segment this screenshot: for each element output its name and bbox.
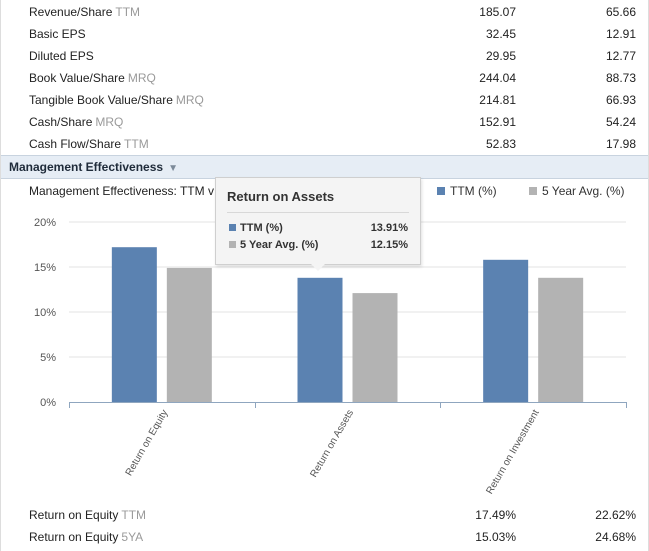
- table-row: Cash Flow/Share TTM 52.83 17.98: [1, 133, 648, 155]
- table-row: Basic EPS 32.45 12.91: [1, 23, 648, 45]
- industry-value: 88.73: [605, 71, 636, 85]
- industry-value: 22.62%: [595, 508, 636, 522]
- row-label: Return on Equity 5YA: [29, 530, 144, 544]
- x-category-label: Return on Assets: [308, 408, 356, 479]
- company-value: 17.49%: [475, 508, 516, 522]
- legend-swatch: [529, 187, 537, 195]
- tooltip-row-ttm: TTM (%) 13.91%: [229, 222, 408, 234]
- y-tick-label: 5%: [40, 352, 56, 364]
- table-row: Book Value/Share MRQ 244.04 88.73: [1, 67, 648, 89]
- y-tick-label: 20%: [34, 217, 56, 229]
- legend-item-ttm[interactable]: TTM (%): [437, 184, 497, 198]
- row-label: Revenue/Share TTM: [29, 5, 141, 19]
- company-value: 32.45: [485, 27, 516, 41]
- company-value: 152.91: [479, 115, 516, 129]
- tooltip-arrow: [311, 264, 325, 271]
- company-value: 52.83: [485, 137, 516, 151]
- chart-tooltip: Return on Assets TTM (%) 13.91% 5 Year A…: [215, 177, 421, 271]
- company-value: 15.03%: [475, 530, 516, 544]
- y-tick-label: 10%: [34, 307, 56, 319]
- table-row: Revenue/Share TTM 185.07 65.66: [1, 1, 648, 23]
- bar: [483, 259, 529, 402]
- industry-value: 65.66: [605, 5, 636, 19]
- x-category-label: Return on Equity: [124, 408, 171, 478]
- bar: [352, 293, 398, 402]
- industry-value: 12.77: [605, 49, 636, 63]
- y-tick-label: 15%: [34, 262, 56, 274]
- table-row: Diluted EPS 29.95 12.77: [1, 45, 648, 67]
- bar: [111, 247, 157, 402]
- row-label: Cash/Share MRQ: [29, 115, 124, 129]
- industry-value: 12.91: [605, 27, 636, 41]
- tooltip-title: Return on Assets: [227, 189, 335, 204]
- company-value: 214.81: [479, 93, 516, 107]
- row-label: Return on Equity TTM: [29, 508, 147, 522]
- tooltip-value: 13.91%: [370, 222, 408, 234]
- company-value: 185.07: [479, 5, 516, 19]
- table-row: Tangible Book Value/Share MRQ 214.81 66.9…: [1, 89, 648, 111]
- chart-title: Management Effectiveness: TTM v: [29, 184, 214, 198]
- x-category-label: Return on Investment: [484, 408, 541, 496]
- table-row: Cash/Share MRQ 152.91 54.24: [1, 111, 648, 133]
- row-label: Cash Flow/Share TTM: [29, 137, 149, 151]
- industry-value: 24.68%: [595, 530, 636, 544]
- bar: [166, 267, 212, 402]
- bar: [538, 277, 584, 402]
- table-row: Return on Equity 5YA 15.03% 24.68%: [1, 526, 648, 548]
- y-tick-label: 0%: [40, 397, 56, 409]
- section-title[interactable]: Management Effectiveness ▼: [9, 160, 178, 174]
- bar: [297, 277, 343, 402]
- legend-item-5-year-avg[interactable]: 5 Year Avg. (%): [529, 184, 625, 198]
- table-row: Return on Equity TTM 17.49% 22.62%: [1, 504, 648, 526]
- tooltip-row-5-year-avg: 5 Year Avg. (%) 12.15%: [229, 239, 408, 251]
- row-label: Book Value/Share MRQ: [29, 71, 156, 85]
- industry-value: 17.98: [605, 137, 636, 151]
- tooltip-value: 12.15%: [370, 239, 408, 251]
- chevron-down-icon[interactable]: ▼: [168, 163, 178, 174]
- tooltip-swatch: [229, 224, 236, 231]
- row-label: Tangible Book Value/Share MRQ: [29, 93, 204, 107]
- company-value: 244.04: [479, 71, 516, 85]
- row-label: Basic EPS: [29, 27, 86, 41]
- industry-value: 66.93: [605, 93, 636, 107]
- company-value: 29.95: [485, 49, 516, 63]
- industry-value: 54.24: [605, 115, 636, 129]
- tooltip-divider: [227, 212, 409, 213]
- legend-swatch: [437, 187, 445, 195]
- tooltip-swatch: [229, 241, 236, 248]
- row-label: Diluted EPS: [29, 49, 94, 63]
